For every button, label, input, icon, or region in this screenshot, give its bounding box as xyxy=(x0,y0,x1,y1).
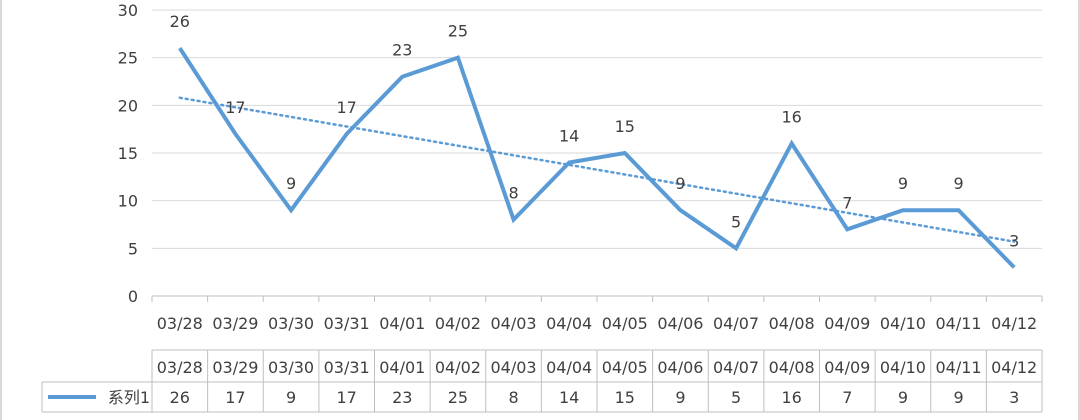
x-tick-label: 03/29 xyxy=(212,314,258,333)
data-label: 25 xyxy=(448,22,468,41)
x-tick-label: 04/02 xyxy=(435,314,481,333)
x-tick-label: 04/10 xyxy=(880,314,926,333)
table-value-cell: 15 xyxy=(615,388,635,407)
table-header-cell: 04/05 xyxy=(602,358,648,377)
x-tick-label: 03/28 xyxy=(157,314,203,333)
table-value-cell: 17 xyxy=(337,388,357,407)
table-value-cell: 7 xyxy=(842,388,852,407)
table-header-cell: 03/28 xyxy=(157,358,203,377)
y-tick-label-5: 5 xyxy=(128,239,138,258)
table-header-cell: 04/03 xyxy=(491,358,537,377)
data-label: 15 xyxy=(615,117,635,136)
table-header-cell: 04/12 xyxy=(991,358,1037,377)
data-label: 17 xyxy=(225,98,245,117)
table-header-cell: 03/31 xyxy=(324,358,370,377)
data-label: 17 xyxy=(337,98,357,117)
x-tick-label: 04/08 xyxy=(769,314,815,333)
data-label: 7 xyxy=(842,193,852,212)
data-label: 9 xyxy=(286,174,296,193)
data-label: 26 xyxy=(170,12,190,31)
data-table: 03/28 03/29 03/30 03/31 04/01 04/02 04/03 04/04… xyxy=(41,349,1043,413)
series-lines xyxy=(178,47,1016,269)
y-tick-label-30: 30 xyxy=(118,1,138,20)
table-value-cell: 16 xyxy=(782,388,802,407)
y-tick-label-10: 10 xyxy=(118,192,138,211)
axes xyxy=(151,295,1043,302)
legend-label-series-1: 系列1 xyxy=(108,388,150,407)
table-value-cell: 26 xyxy=(170,388,190,407)
gridlines xyxy=(152,9,1042,249)
y-axis-ticks: 0 5 10 15 20 25 30 xyxy=(118,1,138,306)
x-tick-label: 03/30 xyxy=(268,314,314,333)
series-line-1 xyxy=(178,47,1016,269)
table-value-cell: 17 xyxy=(225,388,245,407)
table-header-cell: 03/29 xyxy=(212,358,258,377)
data-labels: 26 17 9 17 23 25 8 14 15 9 5 16 7 9 9 3 xyxy=(170,12,1020,250)
x-tick-label: 04/09 xyxy=(824,314,870,333)
table-value-cell: 9 xyxy=(675,388,685,407)
table-header-cell: 04/09 xyxy=(824,358,870,377)
table-value-cell: 9 xyxy=(898,388,908,407)
y-tick-label-0: 0 xyxy=(128,287,138,306)
y-tick-label-20: 20 xyxy=(118,96,138,115)
y-tick-label-15: 15 xyxy=(118,144,138,163)
data-label: 16 xyxy=(782,107,802,126)
table-header-cell: 04/08 xyxy=(769,358,815,377)
x-tick-label: 04/01 xyxy=(379,314,425,333)
table-value-cell: 5 xyxy=(731,388,741,407)
x-tick-label: 04/06 xyxy=(657,314,703,333)
x-tick-label: 04/12 xyxy=(991,314,1037,333)
x-axis-ticks: 03/28 03/29 03/30 03/31 04/01 04/02 04/03 04/04… xyxy=(157,314,1037,333)
x-tick-label: 04/11 xyxy=(936,314,982,333)
data-label: 9 xyxy=(898,174,908,193)
x-tick-label: 03/31 xyxy=(324,314,370,333)
data-label: 5 xyxy=(731,212,741,231)
data-label: 14 xyxy=(559,127,579,146)
table-value-cell: 14 xyxy=(559,388,579,407)
x-tick-label: 04/05 xyxy=(602,314,648,333)
data-label: 9 xyxy=(675,174,685,193)
data-label: 9 xyxy=(953,174,963,193)
table-value-cell: 25 xyxy=(448,388,468,407)
x-tick-label: 04/07 xyxy=(713,314,759,333)
table-value-cell: 3 xyxy=(1009,388,1019,407)
trendline xyxy=(178,96,1016,243)
table-header-cell: 03/30 xyxy=(268,358,314,377)
table-value-cell: 23 xyxy=(392,388,412,407)
table-header-cell: 04/11 xyxy=(936,358,982,377)
data-label: 3 xyxy=(1009,231,1019,250)
table-header-cell: 04/06 xyxy=(657,358,703,377)
table-header-cell: 04/01 xyxy=(379,358,425,377)
table-value-cell: 8 xyxy=(508,388,518,407)
trendline-line xyxy=(178,96,1016,243)
table-header-cell: 04/07 xyxy=(713,358,759,377)
table-header-cell: 04/02 xyxy=(435,358,481,377)
table-value-cell: 9 xyxy=(953,388,963,407)
x-tick-label: 04/04 xyxy=(546,314,592,333)
table-header-cell: 04/04 xyxy=(546,358,592,377)
table-value-cell: 9 xyxy=(286,388,296,407)
table-header-cell: 04/10 xyxy=(880,358,926,377)
data-label: 8 xyxy=(508,184,518,203)
data-label: 23 xyxy=(392,41,412,60)
x-tick-label: 04/03 xyxy=(491,314,537,333)
y-tick-label-25: 25 xyxy=(118,49,138,68)
